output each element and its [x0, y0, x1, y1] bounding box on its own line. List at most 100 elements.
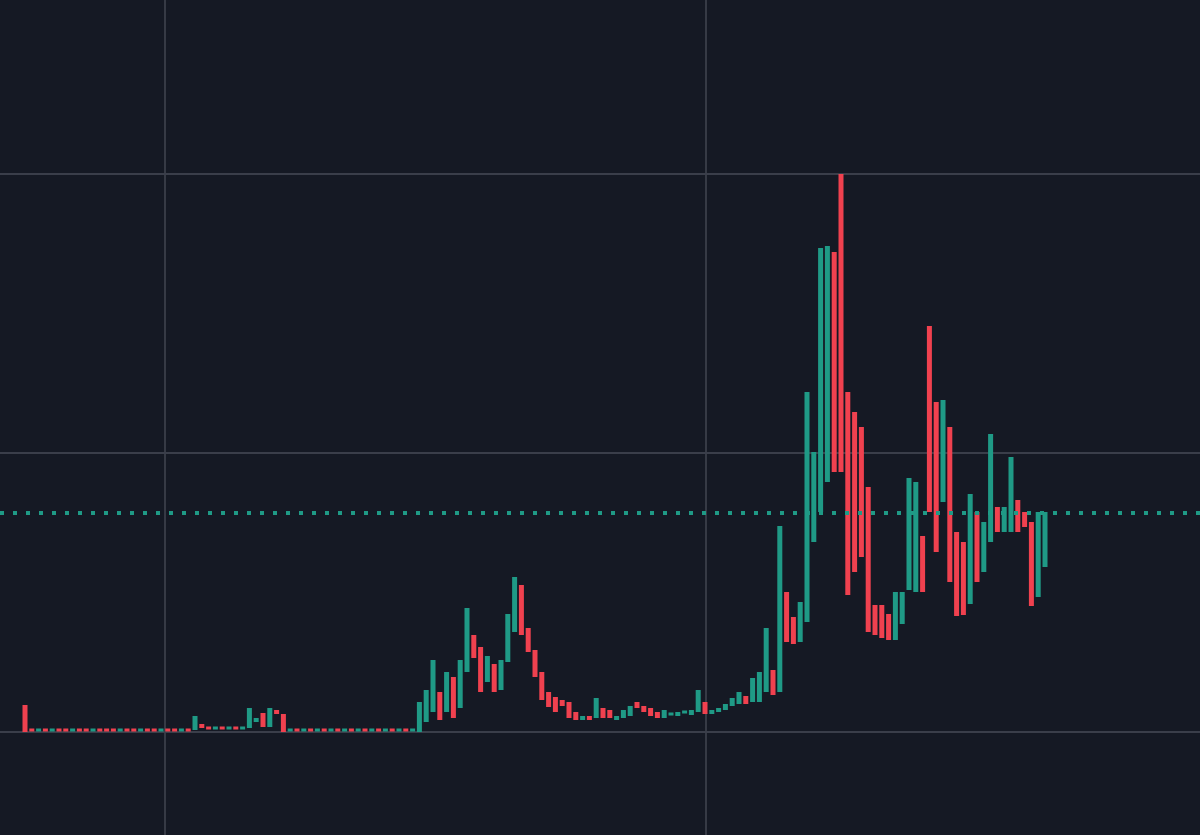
candle-body	[532, 650, 538, 677]
candle-body	[212, 726, 218, 730]
candle-body	[22, 705, 28, 732]
candle-body	[967, 494, 973, 604]
candle-body	[852, 412, 858, 572]
candle-body	[314, 728, 320, 732]
candle-body	[389, 728, 395, 732]
candle-body	[906, 478, 912, 590]
candle-body	[362, 728, 368, 732]
candle-body	[899, 592, 905, 624]
candle-body	[729, 698, 735, 706]
candle-body	[382, 728, 388, 732]
candle-body	[552, 697, 558, 712]
candle-body	[172, 728, 178, 732]
candle-body	[750, 678, 756, 702]
candle-body	[42, 728, 48, 732]
candle-body	[981, 522, 987, 572]
candle-body	[634, 702, 640, 708]
candle-body	[151, 728, 157, 732]
candle-body	[403, 728, 409, 732]
candle-body	[1042, 512, 1048, 567]
candle-body	[328, 728, 334, 732]
candle-body	[1022, 512, 1028, 527]
candle-body	[206, 726, 212, 730]
candle-body	[593, 698, 599, 718]
candle-body	[444, 672, 450, 712]
candle-body	[1008, 457, 1014, 532]
candle-body	[954, 532, 960, 616]
candle-body	[743, 696, 749, 704]
candle-body	[226, 726, 232, 730]
candle-body	[824, 246, 830, 482]
candle-body	[1015, 500, 1021, 532]
candle-body	[471, 635, 477, 658]
candle-body	[818, 248, 824, 512]
candle-body	[274, 710, 280, 714]
candle-body	[416, 702, 422, 732]
candle-body	[308, 728, 314, 732]
candle-body	[804, 392, 810, 622]
candle-body	[410, 728, 416, 732]
candle-body	[580, 716, 586, 720]
candle-body	[63, 728, 69, 732]
candle-body	[940, 400, 946, 502]
candle-body	[709, 710, 715, 714]
candle-body	[627, 706, 633, 716]
candle-body	[260, 713, 266, 727]
candle-body	[199, 724, 205, 728]
candle-body	[566, 702, 572, 718]
candle-body	[1001, 507, 1007, 532]
candle-body	[518, 585, 524, 635]
candle-body	[29, 728, 35, 732]
candle-body	[423, 690, 429, 722]
candle-body	[920, 536, 926, 592]
candle-body	[960, 542, 966, 615]
candle-body	[559, 700, 565, 706]
candle-body	[505, 614, 511, 662]
candle-body	[947, 427, 953, 582]
candle-body	[695, 690, 701, 712]
candle-body	[301, 728, 307, 732]
candle-body	[253, 718, 259, 722]
candle-body	[886, 614, 892, 640]
candle-body	[614, 716, 620, 720]
candle-body	[246, 708, 252, 728]
candle-body	[722, 704, 728, 710]
candle-body	[138, 728, 144, 732]
candle-body	[437, 692, 443, 720]
candle-body	[158, 728, 164, 732]
candle-body	[797, 602, 803, 642]
candle-body	[512, 577, 518, 632]
candle-body	[641, 706, 647, 712]
candle-body	[974, 512, 980, 582]
candle-body	[185, 728, 191, 732]
candle-body	[600, 708, 606, 718]
candle-body	[117, 728, 123, 732]
candle-body	[131, 728, 137, 732]
candle-body	[294, 728, 300, 732]
candle-body	[573, 712, 579, 720]
candle-body	[83, 728, 89, 732]
candle-body	[144, 728, 150, 732]
candle-body	[233, 726, 239, 730]
candle-body	[165, 728, 171, 732]
candle-body	[858, 427, 864, 557]
candle-body	[56, 728, 62, 732]
candle-body	[872, 605, 878, 635]
candle-body	[396, 728, 402, 732]
candle-body	[661, 710, 667, 718]
candle-body	[342, 728, 348, 732]
candle-body	[716, 708, 722, 712]
candle-body	[36, 728, 42, 732]
candle-body	[49, 728, 55, 732]
candle-body	[97, 728, 103, 732]
candle-body	[287, 728, 293, 732]
candle-body	[104, 728, 110, 732]
candle-body	[702, 702, 708, 714]
candle-body	[648, 708, 654, 716]
candle-body	[464, 608, 470, 672]
candle-body	[484, 656, 490, 682]
candle-body	[756, 672, 762, 702]
candle-body	[865, 487, 871, 632]
candle-body	[280, 714, 286, 732]
